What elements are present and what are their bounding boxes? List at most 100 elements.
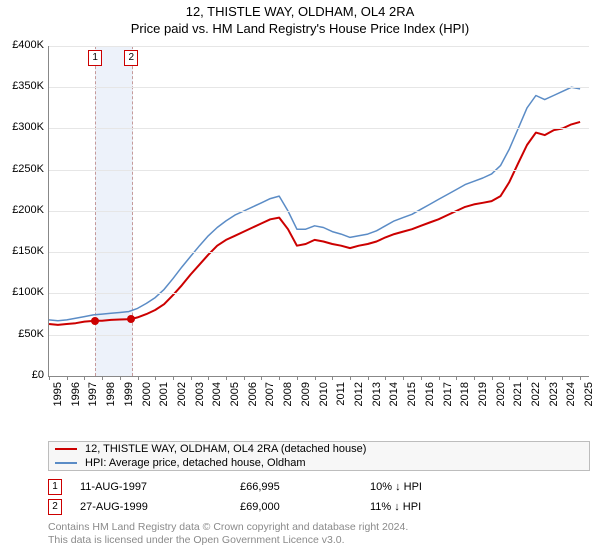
plot-area: 12 — [48, 46, 589, 377]
x-axis-label: 2003 — [194, 382, 206, 406]
x-tick — [492, 376, 493, 380]
gridline — [49, 170, 589, 171]
legend-box: 12, THISTLE WAY, OLDHAM, OL4 2RA (detach… — [48, 441, 590, 471]
x-tick — [350, 376, 351, 380]
x-tick — [580, 376, 581, 380]
x-axis-label: 2020 — [495, 382, 507, 406]
gridline — [49, 252, 589, 253]
x-axis-label: 2014 — [388, 382, 400, 406]
x-tick — [403, 376, 404, 380]
legend-row: HPI: Average price, detached house, Oldh… — [49, 456, 589, 470]
y-axis-label: £350K — [0, 80, 44, 92]
x-tick — [84, 376, 85, 380]
x-tick — [102, 376, 103, 380]
x-axis-label: 2011 — [335, 382, 347, 406]
x-tick — [385, 376, 386, 380]
gridline — [49, 87, 589, 88]
x-axis-label: 2019 — [477, 382, 489, 406]
txn-price: £69,000 — [240, 501, 370, 513]
txn-marker-1: 1 — [88, 50, 102, 66]
y-axis-label: £0 — [0, 369, 44, 381]
txn-marker-box: 1 — [48, 479, 62, 495]
x-tick — [456, 376, 457, 380]
chart-title: 12, THISTLE WAY, OLDHAM, OL4 2RA — [0, 4, 600, 21]
x-axis-label: 2007 — [264, 382, 276, 406]
y-axis-label: £300K — [0, 121, 44, 133]
x-axis-label: 2004 — [211, 382, 223, 406]
x-axis-label: 2016 — [424, 382, 436, 406]
x-tick — [208, 376, 209, 380]
x-tick — [527, 376, 528, 380]
x-axis-label: 2008 — [282, 382, 294, 406]
x-axis-label: 1996 — [70, 382, 82, 406]
gridline — [49, 128, 589, 129]
txn-date: 27-AUG-1999 — [80, 501, 240, 513]
x-tick — [315, 376, 316, 380]
gridline — [49, 46, 589, 47]
x-axis-label: 2021 — [512, 382, 524, 406]
x-axis-label: 2002 — [176, 382, 188, 406]
transaction-row: 1 11-AUG-1997£66,99510% ↓ HPI — [48, 477, 588, 497]
x-tick — [474, 376, 475, 380]
legend-swatch — [55, 448, 77, 450]
legend-swatch — [55, 462, 77, 464]
x-axis-label: 2001 — [158, 382, 170, 406]
y-axis-label: £100K — [0, 286, 44, 298]
x-axis-label: 2013 — [371, 382, 383, 406]
x-axis-label: 1997 — [87, 382, 99, 406]
txn-marker-2: 2 — [124, 50, 138, 66]
x-axis-label: 2015 — [406, 382, 418, 406]
x-axis-label: 1998 — [105, 382, 117, 406]
x-axis-label: 2025 — [583, 382, 595, 406]
footnote: Contains HM Land Registry data © Crown c… — [48, 521, 588, 548]
series-hpi — [49, 87, 580, 320]
x-axis-label: 2018 — [459, 382, 471, 406]
txn-vs-hpi: 10% ↓ HPI — [370, 481, 490, 493]
chart-subtitle: Price paid vs. HM Land Registry's House … — [0, 21, 600, 38]
x-tick — [155, 376, 156, 380]
x-axis-label: 2009 — [300, 382, 312, 406]
x-tick — [173, 376, 174, 380]
x-tick — [545, 376, 546, 380]
chart-titles: 12, THISTLE WAY, OLDHAM, OL4 2RA Price p… — [0, 0, 600, 38]
legend-label: 12, THISTLE WAY, OLDHAM, OL4 2RA (detach… — [85, 443, 366, 455]
x-tick — [279, 376, 280, 380]
x-tick — [67, 376, 68, 380]
txn-price: £66,995 — [240, 481, 370, 493]
transaction-row: 227-AUG-1999£69,00011% ↓ HPI — [48, 497, 588, 517]
x-tick — [138, 376, 139, 380]
y-axis-label: £250K — [0, 163, 44, 175]
txn-vs-hpi: 11% ↓ HPI — [370, 501, 490, 513]
x-tick — [191, 376, 192, 380]
x-tick — [421, 376, 422, 380]
txn-point — [91, 317, 99, 325]
x-tick — [562, 376, 563, 380]
x-axis-label: 2023 — [548, 382, 560, 406]
chart-area: 12 £0£50K£100K£150K£200K£250K£300K£350K£… — [0, 38, 600, 438]
gridline — [49, 335, 589, 336]
x-tick — [509, 376, 510, 380]
x-axis-label: 2006 — [247, 382, 259, 406]
x-axis-label: 2000 — [141, 382, 153, 406]
transaction-table: 1 11-AUG-1997£66,99510% ↓ HPI 227-AUG-1999… — [48, 477, 588, 517]
txn-date: 11-AUG-1997 — [80, 481, 240, 493]
x-axis-label: 1999 — [123, 382, 135, 406]
gridline — [49, 293, 589, 294]
x-tick — [368, 376, 369, 380]
gridline — [49, 211, 589, 212]
x-tick — [261, 376, 262, 380]
y-axis-label: £400K — [0, 39, 44, 51]
x-axis-label: 2022 — [530, 382, 542, 406]
legend-row: 12, THISTLE WAY, OLDHAM, OL4 2RA (detach… — [49, 442, 589, 456]
y-axis-label: £200K — [0, 204, 44, 216]
x-axis-label: 2024 — [565, 382, 577, 406]
x-axis-label: 1995 — [52, 382, 64, 406]
legend-label: HPI: Average price, detached house, Oldh… — [85, 457, 306, 469]
x-tick — [297, 376, 298, 380]
x-tick — [120, 376, 121, 380]
x-axis-label: 2012 — [353, 382, 365, 406]
y-axis-label: £50K — [0, 328, 44, 340]
x-tick — [226, 376, 227, 380]
footnote-line: This data is licensed under the Open Gov… — [48, 534, 588, 548]
x-axis-label: 2017 — [442, 382, 454, 406]
